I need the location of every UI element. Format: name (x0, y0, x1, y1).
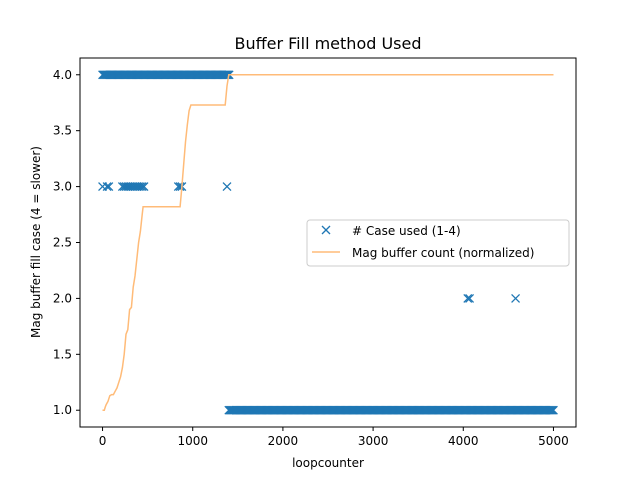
data-point (546, 405, 556, 415)
x-tick-label: 4000 (448, 434, 479, 448)
data-point (222, 182, 232, 192)
legend-label-case: # Case used (1-4) (352, 224, 461, 238)
data-point (545, 405, 555, 415)
x-axis: 0 1000 2000 3000 4000 5000 (99, 427, 569, 448)
series-case-used (98, 70, 558, 415)
data-point (102, 182, 112, 192)
data-point (463, 293, 473, 303)
data-point (222, 70, 232, 80)
data-point (548, 405, 558, 415)
data-point (465, 293, 475, 303)
x-tick-label: 1000 (177, 434, 208, 448)
data-point (137, 182, 147, 192)
plot-area (98, 70, 558, 415)
x-tick-label: 3000 (358, 434, 389, 448)
y-tick-label: 2.0 (53, 291, 72, 305)
legend: # Case used (1-4) Mag buffer count (norm… (306, 219, 570, 267)
x-tick-label: 2000 (268, 434, 299, 448)
data-point (511, 293, 521, 303)
y-axis: 1.0 1.5 2.0 2.5 3.0 3.5 4.0 (53, 68, 80, 417)
x-axis-label: loopcounter (292, 456, 364, 470)
y-axis-label: Mag buffer fill case (4 = slower) (29, 146, 43, 338)
y-tick-label: 1.5 (53, 347, 72, 361)
y-tick-label: 3.5 (53, 124, 72, 138)
x-tick-label: 0 (99, 434, 107, 448)
data-point (135, 182, 145, 192)
y-tick-label: 3.0 (53, 180, 72, 194)
legend-box (306, 219, 570, 267)
data-point (547, 405, 557, 415)
y-tick-label: 2.5 (53, 236, 72, 250)
data-point (220, 70, 230, 80)
data-point (104, 182, 114, 192)
x-tick-label: 5000 (538, 434, 569, 448)
series-line-buffer-count (102, 74, 554, 411)
legend-label-buffer: Mag buffer count (normalized) (352, 246, 534, 260)
data-point (139, 182, 149, 192)
chart-title: Buffer Fill method Used (234, 34, 421, 53)
y-tick-label: 1.0 (53, 403, 72, 417)
data-point (544, 405, 554, 415)
y-tick-label: 4.0 (53, 68, 72, 82)
legend-marker-case (321, 225, 331, 235)
